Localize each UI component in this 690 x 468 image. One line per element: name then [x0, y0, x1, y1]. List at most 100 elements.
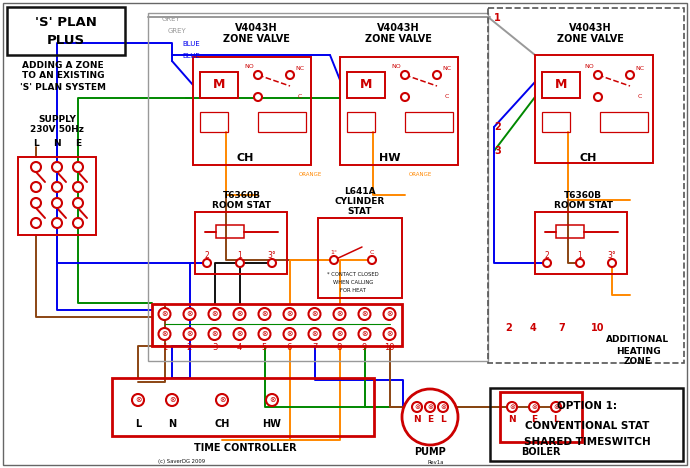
Text: L: L [33, 139, 39, 147]
Bar [542, 72, 580, 98]
Text: ⊗: ⊗ [236, 309, 243, 319]
Bar [318, 218, 402, 298]
Text: ⊗: ⊗ [553, 404, 559, 410]
Text: ⊗: ⊗ [219, 395, 225, 404]
Text: CONVENTIONAL STAT: CONVENTIONAL STAT [525, 421, 649, 431]
Circle shape [626, 71, 634, 79]
Circle shape [594, 93, 602, 101]
Text: ⊗: ⊗ [311, 309, 317, 319]
Text: ⊗: ⊗ [161, 329, 168, 338]
Circle shape [254, 71, 262, 79]
Circle shape [31, 162, 41, 172]
Text: ⊗: ⊗ [135, 395, 141, 404]
Bar [340, 57, 458, 165]
Text: ⊗: ⊗ [211, 309, 217, 319]
Text: V4043H: V4043H [569, 23, 611, 33]
Text: Rev1a: Rev1a [428, 460, 444, 465]
Text: GREY: GREY [162, 16, 181, 22]
Text: ⊗: ⊗ [509, 404, 515, 410]
Text: 4: 4 [530, 323, 536, 333]
Text: C: C [298, 95, 302, 100]
Text: C: C [370, 249, 374, 255]
Text: M: M [555, 79, 567, 92]
Text: 2: 2 [494, 122, 501, 132]
Text: TO AN EXISTING: TO AN EXISTING [22, 72, 104, 80]
Circle shape [308, 328, 320, 340]
Text: 6: 6 [287, 344, 292, 352]
Text: 1: 1 [494, 13, 501, 23]
Circle shape [266, 394, 278, 406]
Circle shape [236, 259, 244, 267]
Bar [488, 8, 684, 363]
Text: E: E [531, 416, 537, 424]
Circle shape [543, 259, 551, 267]
Circle shape [359, 328, 371, 340]
Circle shape [529, 402, 539, 412]
Circle shape [73, 218, 83, 228]
Bar [542, 112, 570, 132]
Text: PUMP: PUMP [414, 447, 446, 457]
Bar [556, 225, 584, 238]
Circle shape [576, 259, 584, 267]
Text: NC: NC [295, 66, 304, 72]
Text: STAT: STAT [348, 207, 372, 217]
Text: 3°: 3° [268, 250, 277, 259]
Text: NC: NC [442, 66, 451, 72]
Text: ⊗: ⊗ [531, 404, 537, 410]
Bar [600, 112, 648, 132]
Bar [347, 72, 385, 98]
Text: ⊗: ⊗ [286, 309, 293, 319]
Text: 2: 2 [205, 250, 209, 259]
Text: N: N [413, 416, 421, 424]
Text: 10: 10 [384, 344, 395, 352]
Text: N: N [53, 139, 61, 147]
Text: 2: 2 [506, 323, 513, 333]
Bar [500, 392, 582, 442]
Text: ⊗: ⊗ [440, 404, 446, 410]
Text: V4043H: V4043H [377, 23, 420, 33]
Circle shape [402, 389, 458, 445]
Text: ⊗: ⊗ [386, 309, 393, 319]
Text: L: L [440, 416, 446, 424]
Text: HEATING: HEATING [615, 346, 660, 356]
Circle shape [330, 256, 338, 264]
Circle shape [132, 394, 144, 406]
Bar [152, 304, 402, 346]
Text: ⊗: ⊗ [262, 329, 268, 338]
Text: 1: 1 [578, 250, 582, 259]
Text: V4043H: V4043H [235, 23, 277, 33]
Circle shape [52, 182, 62, 192]
Circle shape [401, 93, 409, 101]
Text: ROOM STAT: ROOM STAT [213, 202, 271, 211]
Text: ⊗: ⊗ [161, 309, 168, 319]
Text: ZONE VALVE: ZONE VALVE [557, 34, 624, 44]
Circle shape [551, 402, 561, 412]
Text: 3: 3 [494, 146, 501, 156]
Circle shape [31, 182, 41, 192]
Text: ⊗: ⊗ [414, 404, 420, 410]
Text: E: E [427, 416, 433, 424]
Circle shape [184, 328, 195, 340]
Circle shape [284, 308, 295, 320]
Text: ⊗: ⊗ [362, 329, 368, 338]
Text: CH: CH [580, 153, 597, 163]
Text: TIME CONTROLLER: TIME CONTROLLER [194, 443, 296, 453]
Circle shape [52, 218, 62, 228]
Circle shape [52, 198, 62, 208]
Text: ADDITIONAL: ADDITIONAL [607, 336, 669, 344]
Text: OPTION 1:: OPTION 1: [557, 401, 617, 411]
Circle shape [259, 308, 270, 320]
Circle shape [254, 93, 262, 101]
Text: ORANGE: ORANGE [298, 173, 322, 177]
Text: M: M [213, 79, 225, 92]
Circle shape [208, 328, 221, 340]
Text: (c) SaverDG 2009: (c) SaverDG 2009 [158, 460, 205, 465]
Text: SUPPLY: SUPPLY [38, 116, 76, 124]
Circle shape [438, 402, 448, 412]
Circle shape [433, 71, 441, 79]
Bar [200, 112, 228, 132]
Bar [195, 212, 287, 274]
Text: ⊗: ⊗ [336, 329, 343, 338]
Text: 5: 5 [262, 344, 267, 352]
Text: 8: 8 [337, 344, 342, 352]
